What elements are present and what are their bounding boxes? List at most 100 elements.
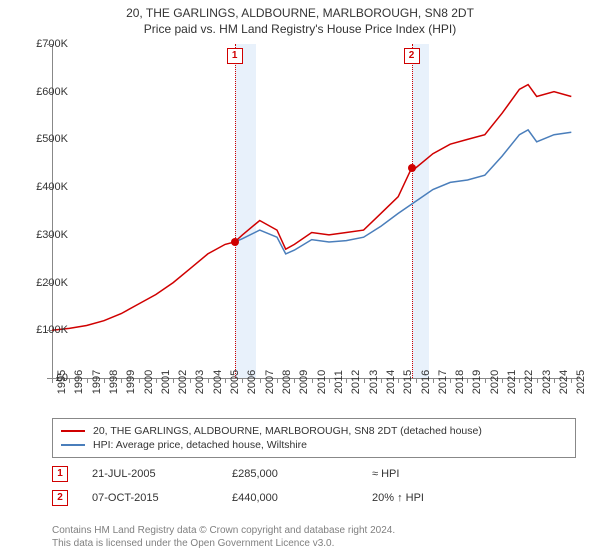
xtick-label: 1998 [108, 370, 120, 394]
xtick-label: 1999 [125, 370, 137, 394]
xtick-mark [312, 378, 313, 383]
sale-price: £440,000 [232, 492, 372, 504]
xtick-mark [52, 378, 53, 383]
xtick-mark [485, 378, 486, 383]
xtick-mark [502, 378, 503, 383]
title-line-2: Price paid vs. HM Land Registry's House … [0, 22, 600, 36]
legend-box: 20, THE GARLINGS, ALDBOURNE, MARLBOROUGH… [52, 418, 576, 458]
ytick-label: £100K [20, 324, 68, 336]
ytick-mark [47, 139, 52, 140]
ytick-label: £300K [20, 229, 68, 241]
xtick-mark [87, 378, 88, 383]
xtick-label: 2021 [506, 370, 518, 394]
sale-info-row: 121-JUL-2005£285,000≈ HPI [52, 466, 576, 482]
sale-date: 07-OCT-2015 [92, 492, 232, 504]
xtick-label: 2022 [523, 370, 535, 394]
xtick-mark [277, 378, 278, 383]
xtick-mark [519, 378, 520, 383]
xtick-mark [104, 378, 105, 383]
xtick-mark [242, 378, 243, 383]
xtick-label: 2010 [316, 370, 328, 394]
ytick-mark [47, 283, 52, 284]
sale-delta: 20% ↑ HPI [372, 492, 512, 504]
ytick-label: £500K [20, 133, 68, 145]
sale-info-marker: 1 [52, 466, 68, 482]
xtick-label: 2012 [350, 370, 362, 394]
xtick-mark [173, 378, 174, 383]
xtick-mark [571, 378, 572, 383]
legend-label: HPI: Average price, detached house, Wilt… [93, 439, 307, 451]
xtick-label: 2005 [229, 370, 241, 394]
xtick-label: 2001 [160, 370, 172, 394]
xtick-mark [294, 378, 295, 383]
xtick-label: 2013 [368, 370, 380, 394]
ytick-mark [47, 44, 52, 45]
xtick-mark [69, 378, 70, 383]
xtick-mark [450, 378, 451, 383]
xtick-mark [381, 378, 382, 383]
ytick-label: £200K [20, 277, 68, 289]
xtick-label: 1997 [91, 370, 103, 394]
sale-dot [231, 238, 239, 246]
xtick-mark [225, 378, 226, 383]
xtick-label: 2025 [575, 370, 587, 394]
sale-info-row: 207-OCT-2015£440,00020% ↑ HPI [52, 490, 576, 506]
xtick-mark [208, 378, 209, 383]
xtick-label: 2000 [143, 370, 155, 394]
legend-swatch [61, 430, 85, 432]
xtick-label: 2011 [333, 370, 345, 394]
xtick-label: 2003 [194, 370, 206, 394]
xtick-label: 2008 [281, 370, 293, 394]
chart-container: 20, THE GARLINGS, ALDBOURNE, MARLBOROUGH… [0, 0, 600, 560]
xtick-label: 2004 [212, 370, 224, 394]
series-property [52, 85, 571, 331]
ytick-label: £600K [20, 86, 68, 98]
sale-marker-box: 1 [227, 48, 243, 64]
xtick-mark [139, 378, 140, 383]
xtick-mark [537, 378, 538, 383]
sale-dot [408, 164, 416, 172]
sale-marker-box: 2 [404, 48, 420, 64]
xtick-label: 2023 [541, 370, 553, 394]
xtick-label: 2019 [471, 370, 483, 394]
ytick-label: £700K [20, 38, 68, 50]
legend-row: 20, THE GARLINGS, ALDBOURNE, MARLBOROUGH… [61, 425, 567, 437]
ytick-mark [47, 92, 52, 93]
ytick-label: £400K [20, 181, 68, 193]
xtick-mark [346, 378, 347, 383]
title-line-1: 20, THE GARLINGS, ALDBOURNE, MARLBOROUGH… [0, 6, 600, 20]
xtick-mark [121, 378, 122, 383]
xtick-mark [433, 378, 434, 383]
xtick-mark [554, 378, 555, 383]
xtick-label: 2002 [177, 370, 189, 394]
xtick-mark [416, 378, 417, 383]
xtick-mark [329, 378, 330, 383]
xtick-label: 2007 [264, 370, 276, 394]
xtick-mark [260, 378, 261, 383]
footer-attribution: Contains HM Land Registry data © Crown c… [52, 524, 576, 550]
xtick-label: 2024 [558, 370, 570, 394]
legend-row: HPI: Average price, detached house, Wilt… [61, 439, 567, 451]
xtick-mark [364, 378, 365, 383]
xtick-label: 2017 [437, 370, 449, 394]
xtick-label: 2006 [246, 370, 258, 394]
xtick-label: 2014 [385, 370, 397, 394]
sale-date: 21-JUL-2005 [92, 468, 232, 480]
series-hpi [235, 130, 572, 254]
ytick-mark [47, 187, 52, 188]
xtick-label: 2015 [402, 370, 414, 394]
xtick-label: 2020 [489, 370, 501, 394]
xtick-label: 2016 [420, 370, 432, 394]
xtick-label: 1996 [73, 370, 85, 394]
xtick-label: 2018 [454, 370, 466, 394]
xtick-mark [398, 378, 399, 383]
ytick-mark [47, 235, 52, 236]
xtick-mark [467, 378, 468, 383]
xtick-mark [190, 378, 191, 383]
sale-delta: ≈ HPI [372, 468, 512, 480]
footer-line-1: Contains HM Land Registry data © Crown c… [52, 524, 576, 537]
line-series-svg [52, 44, 580, 378]
ytick-mark [47, 330, 52, 331]
xtick-label: 1995 [56, 370, 68, 394]
legend-swatch [61, 444, 85, 446]
